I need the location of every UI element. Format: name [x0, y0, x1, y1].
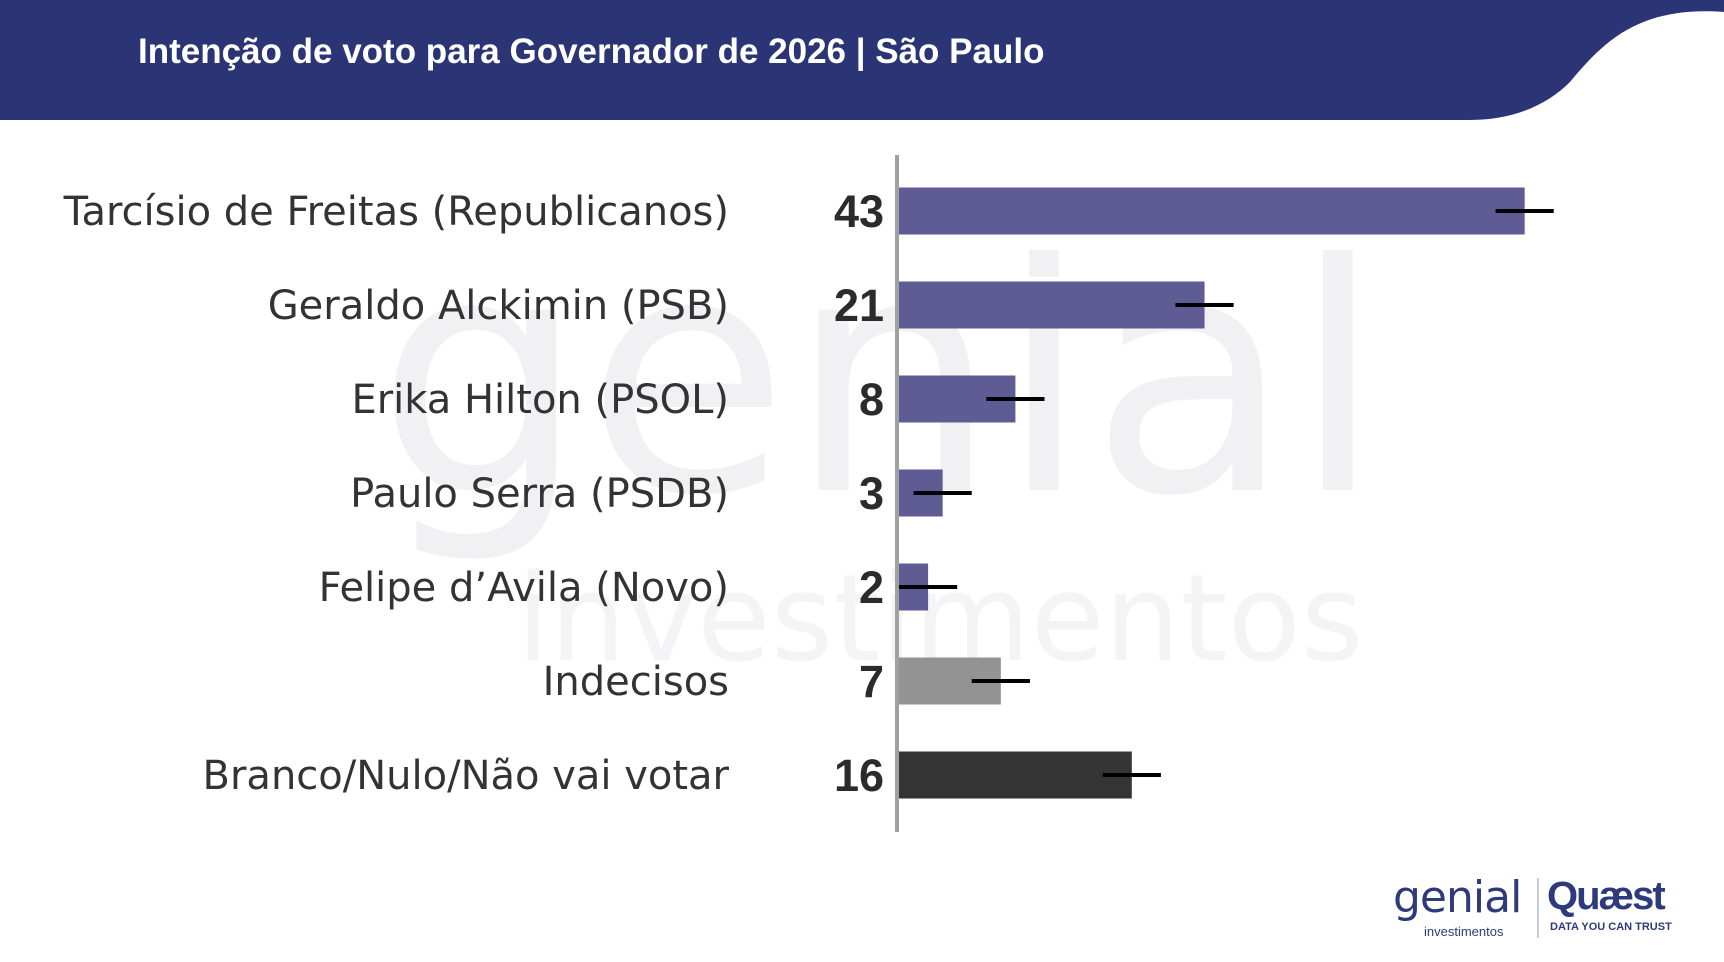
category-label: Geraldo Alckimin (PSB): [268, 283, 729, 329]
value-label: 3: [859, 468, 884, 519]
category-label: Erika Hilton (PSOL): [351, 377, 729, 423]
category-label: Branco/Nulo/Não vai votar: [203, 753, 730, 799]
value-label: 2: [859, 562, 884, 613]
value-label: 43: [834, 186, 884, 237]
header-band: [0, 0, 1724, 120]
quaest-tagline: DATA YOU CAN TRUST: [1550, 921, 1672, 933]
value-label: 16: [834, 750, 884, 801]
value-label: 21: [834, 280, 884, 331]
genial-logo-subtitle: investimentos: [1424, 924, 1504, 939]
value-label: 7: [859, 656, 884, 707]
category-label: Paulo Serra (PSDB): [350, 471, 729, 517]
logo-area: genial investimentos Quæst DATA YOU CAN …: [1385, 872, 1685, 942]
bar: [899, 751, 1132, 799]
bar: [899, 187, 1525, 235]
logo-divider: [1537, 878, 1539, 938]
genial-logo: genial: [1393, 872, 1522, 923]
header-background: [0, 0, 1724, 120]
quaest-logo: Quæst: [1547, 874, 1666, 918]
value-label: 8: [859, 374, 884, 425]
page-title: Intenção de voto para Governador de 2026…: [138, 32, 1045, 71]
category-label: Tarcísio de Freitas (Republicanos): [63, 189, 729, 235]
bar: [899, 281, 1205, 329]
category-label: Indecisos: [543, 659, 729, 705]
category-label: Felipe d’Avila (Novo): [319, 565, 729, 611]
